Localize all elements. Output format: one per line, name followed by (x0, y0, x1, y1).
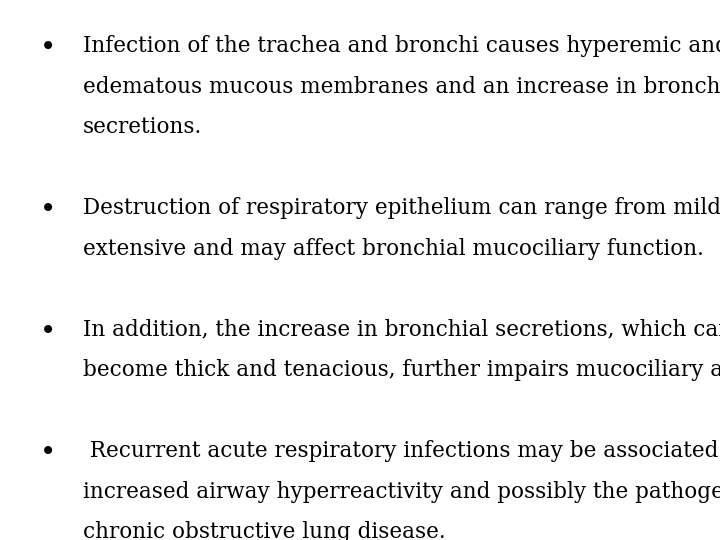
Text: become thick and tenacious, further impairs mucociliary activity.: become thick and tenacious, further impa… (83, 359, 720, 381)
Text: extensive and may affect bronchial mucociliary function.: extensive and may affect bronchial mucoc… (83, 238, 703, 260)
Text: increased airway hyperreactivity and possibly the pathogenesis of: increased airway hyperreactivity and pos… (83, 481, 720, 503)
Text: •: • (40, 197, 56, 224)
Text: •: • (40, 440, 56, 467)
Text: chronic obstructive lung disease.: chronic obstructive lung disease. (83, 521, 446, 540)
Text: •: • (40, 319, 56, 346)
Text: Recurrent acute respiratory infections may be associated with: Recurrent acute respiratory infections m… (83, 440, 720, 462)
Text: •: • (40, 35, 56, 62)
Text: secretions.: secretions. (83, 116, 202, 138)
Text: edematous mucous membranes and an increase in bronchial: edematous mucous membranes and an increa… (83, 76, 720, 98)
Text: Destruction of respiratory epithelium can range from mild to: Destruction of respiratory epithelium ca… (83, 197, 720, 219)
Text: In addition, the increase in bronchial secretions, which can: In addition, the increase in bronchial s… (83, 319, 720, 341)
Text: Infection of the trachea and bronchi causes hyperemic and: Infection of the trachea and bronchi cau… (83, 35, 720, 57)
